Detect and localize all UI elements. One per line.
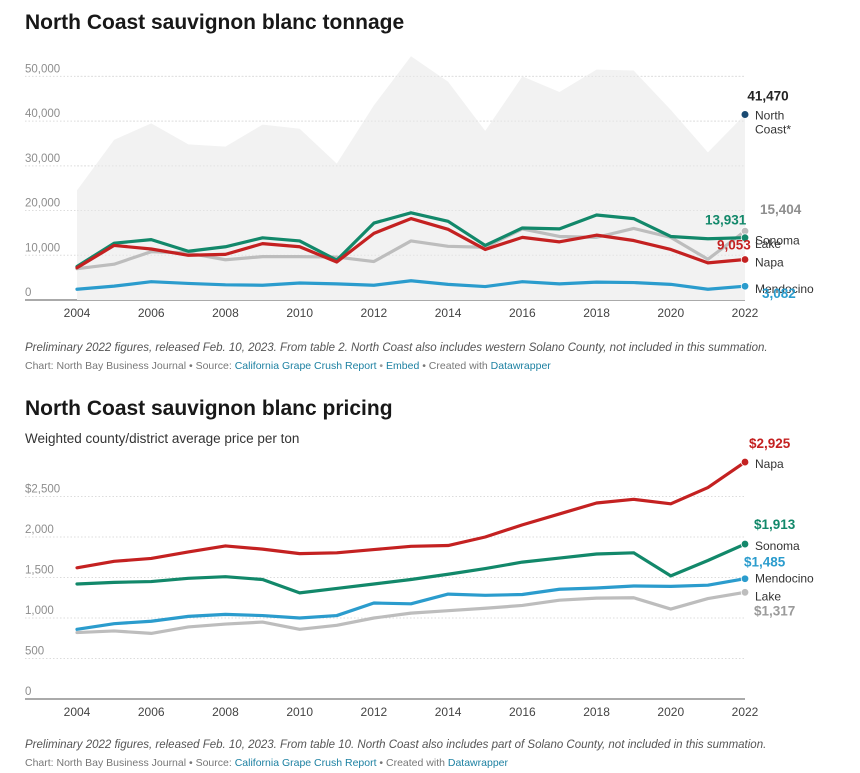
credit-prefix: Chart: North Bay Business Journal • Sour… xyxy=(25,757,235,769)
chart-credit: Chart: North Bay Business Journal • Sour… xyxy=(25,360,551,372)
y-tick-label: 50,000 xyxy=(25,63,60,75)
x-tick-label: 2008 xyxy=(212,306,239,320)
y-tick-label: 0 xyxy=(25,686,31,698)
credit-separator: • xyxy=(376,360,387,372)
series-name-label: Lake xyxy=(755,589,781,603)
series-value-label: $1,913 xyxy=(754,517,796,532)
series-lake: Lake 15,404 xyxy=(75,202,802,271)
line-mendocino xyxy=(75,279,747,291)
series-name-label: Napa xyxy=(755,457,784,471)
line-sonoma xyxy=(75,211,747,269)
chart-note: Preliminary 2022 figures, released Feb. … xyxy=(25,342,768,354)
y-tick-label: 500 xyxy=(25,646,44,658)
y-tick-label: 1,500 xyxy=(25,565,54,577)
series-napa: Napa $2,925 xyxy=(75,436,791,570)
area-end-marker xyxy=(741,111,749,119)
line-sonoma xyxy=(75,542,747,595)
area-value-label: 41,470 xyxy=(747,89,788,104)
chart-title: North Coast sauvignon blanc tonnage xyxy=(25,11,405,34)
x-tick-label: 2012 xyxy=(361,306,388,320)
x-tick-label: 2022 xyxy=(732,705,759,719)
x-tick-label: 2016 xyxy=(509,306,536,320)
end-marker-napa xyxy=(740,457,750,467)
series-sonoma: Sonoma 13,931 xyxy=(75,211,800,269)
end-marker-lake xyxy=(740,588,750,597)
x-tick-label: 2018 xyxy=(583,306,610,320)
source-link[interactable]: California Grape Crush Report xyxy=(234,757,377,769)
y-tick-label: 1,000 xyxy=(25,605,54,617)
credit-created-prefix: • Created with xyxy=(376,757,448,769)
x-tick-label: 2014 xyxy=(435,306,462,320)
y-tick-label: $2,500 xyxy=(25,484,60,496)
x-tick-label: 2020 xyxy=(657,705,684,719)
x-tick-label: 2010 xyxy=(286,705,313,719)
x-tick-label: 2012 xyxy=(361,705,388,719)
series-lake: Lake$1,317 xyxy=(75,588,795,635)
series-name-label: Lake xyxy=(755,237,781,251)
series-value-label: 3,082 xyxy=(762,286,796,301)
line-lake xyxy=(75,226,747,271)
end-marker-mendocino xyxy=(740,574,750,583)
series-value-label: $2,925 xyxy=(749,436,791,451)
tonnage-chart: North Coast sauvignon blanc tonnage 0 10,… xyxy=(0,0,860,380)
end-marker-mendocino xyxy=(740,282,750,291)
x-tick-label: 2008 xyxy=(212,705,239,719)
x-tick-label: 2020 xyxy=(657,306,684,320)
line-mendocino xyxy=(75,577,747,631)
end-marker-sonoma xyxy=(740,539,750,549)
chart-note: Preliminary 2022 figures, released Feb. … xyxy=(25,739,767,751)
series-name-label: Mendocino xyxy=(755,282,814,296)
area-name-label: Coast* xyxy=(755,123,791,137)
end-marker-napa xyxy=(740,255,750,264)
x-tick-label: 2014 xyxy=(435,705,462,719)
y-tick-label: 20,000 xyxy=(25,198,60,210)
chart-credit: Chart: North Bay Business Journal • Sour… xyxy=(25,757,508,769)
series-value-label: 9,053 xyxy=(717,238,751,253)
x-tick-label: 2006 xyxy=(138,306,165,320)
series-value-label: 13,931 xyxy=(705,213,747,228)
embed-link[interactable]: Embed xyxy=(386,360,420,372)
line-napa xyxy=(75,216,747,270)
series-name-label: Napa xyxy=(755,256,784,270)
series-sonoma: Sonoma $1,913 xyxy=(75,517,800,595)
y-tick-label: 2,000 xyxy=(25,524,54,536)
credit-prefix: Chart: North Bay Business Journal • Sour… xyxy=(25,360,235,372)
x-tick-label: 2004 xyxy=(64,306,91,320)
series-name-label: Sonoma xyxy=(755,234,800,248)
datawrapper-link[interactable]: Datawrapper xyxy=(447,757,508,769)
x-axis: 2004 2006 2008 2010 2012 2014 2016 2018 2020 2022 xyxy=(64,306,759,320)
x-axis: 2004 2006 2008 2010 2012 2014 2016 2018 2020 2022 xyxy=(64,705,759,719)
datawrapper-link[interactable]: Datawrapper xyxy=(490,360,551,372)
series-value-label: 15,404 xyxy=(760,202,802,217)
series-value-label: $1,485 xyxy=(744,555,786,570)
y-tick-label: 40,000 xyxy=(25,108,60,120)
credit-created-prefix: • Created with xyxy=(419,360,491,372)
chart-subtitle: Weighted county/district average price p… xyxy=(25,431,300,446)
x-tick-label: 2006 xyxy=(138,705,165,719)
y-tick-label: 30,000 xyxy=(25,153,60,165)
line-lake xyxy=(75,590,747,635)
source-link[interactable]: California Grape Crush Report xyxy=(234,360,377,372)
series-mendocino: Mendocino $1,485 xyxy=(75,555,814,631)
gridlines: 0 500 1,000 1,500 2,000 $2,500 xyxy=(25,484,745,700)
x-tick-label: 2022 xyxy=(732,306,759,320)
x-tick-label: 2004 xyxy=(64,705,91,719)
x-tick-label: 2010 xyxy=(286,306,313,320)
x-tick-label: 2018 xyxy=(583,705,610,719)
chart-title: North Coast sauvignon blanc pricing xyxy=(25,397,393,420)
x-tick-label: 2016 xyxy=(509,705,536,719)
series-napa: Napa 9,053 xyxy=(75,216,784,270)
series-value-label: $1,317 xyxy=(754,603,795,618)
series-name-label: Sonoma xyxy=(755,539,800,553)
area-name-label: North xyxy=(755,109,784,123)
y-tick-label: 10,000 xyxy=(25,242,60,254)
series-name-label: Mendocino xyxy=(755,572,814,586)
line-napa xyxy=(75,460,747,570)
y-tick-label: 0 xyxy=(25,287,31,299)
end-marker-sonoma xyxy=(740,233,750,242)
